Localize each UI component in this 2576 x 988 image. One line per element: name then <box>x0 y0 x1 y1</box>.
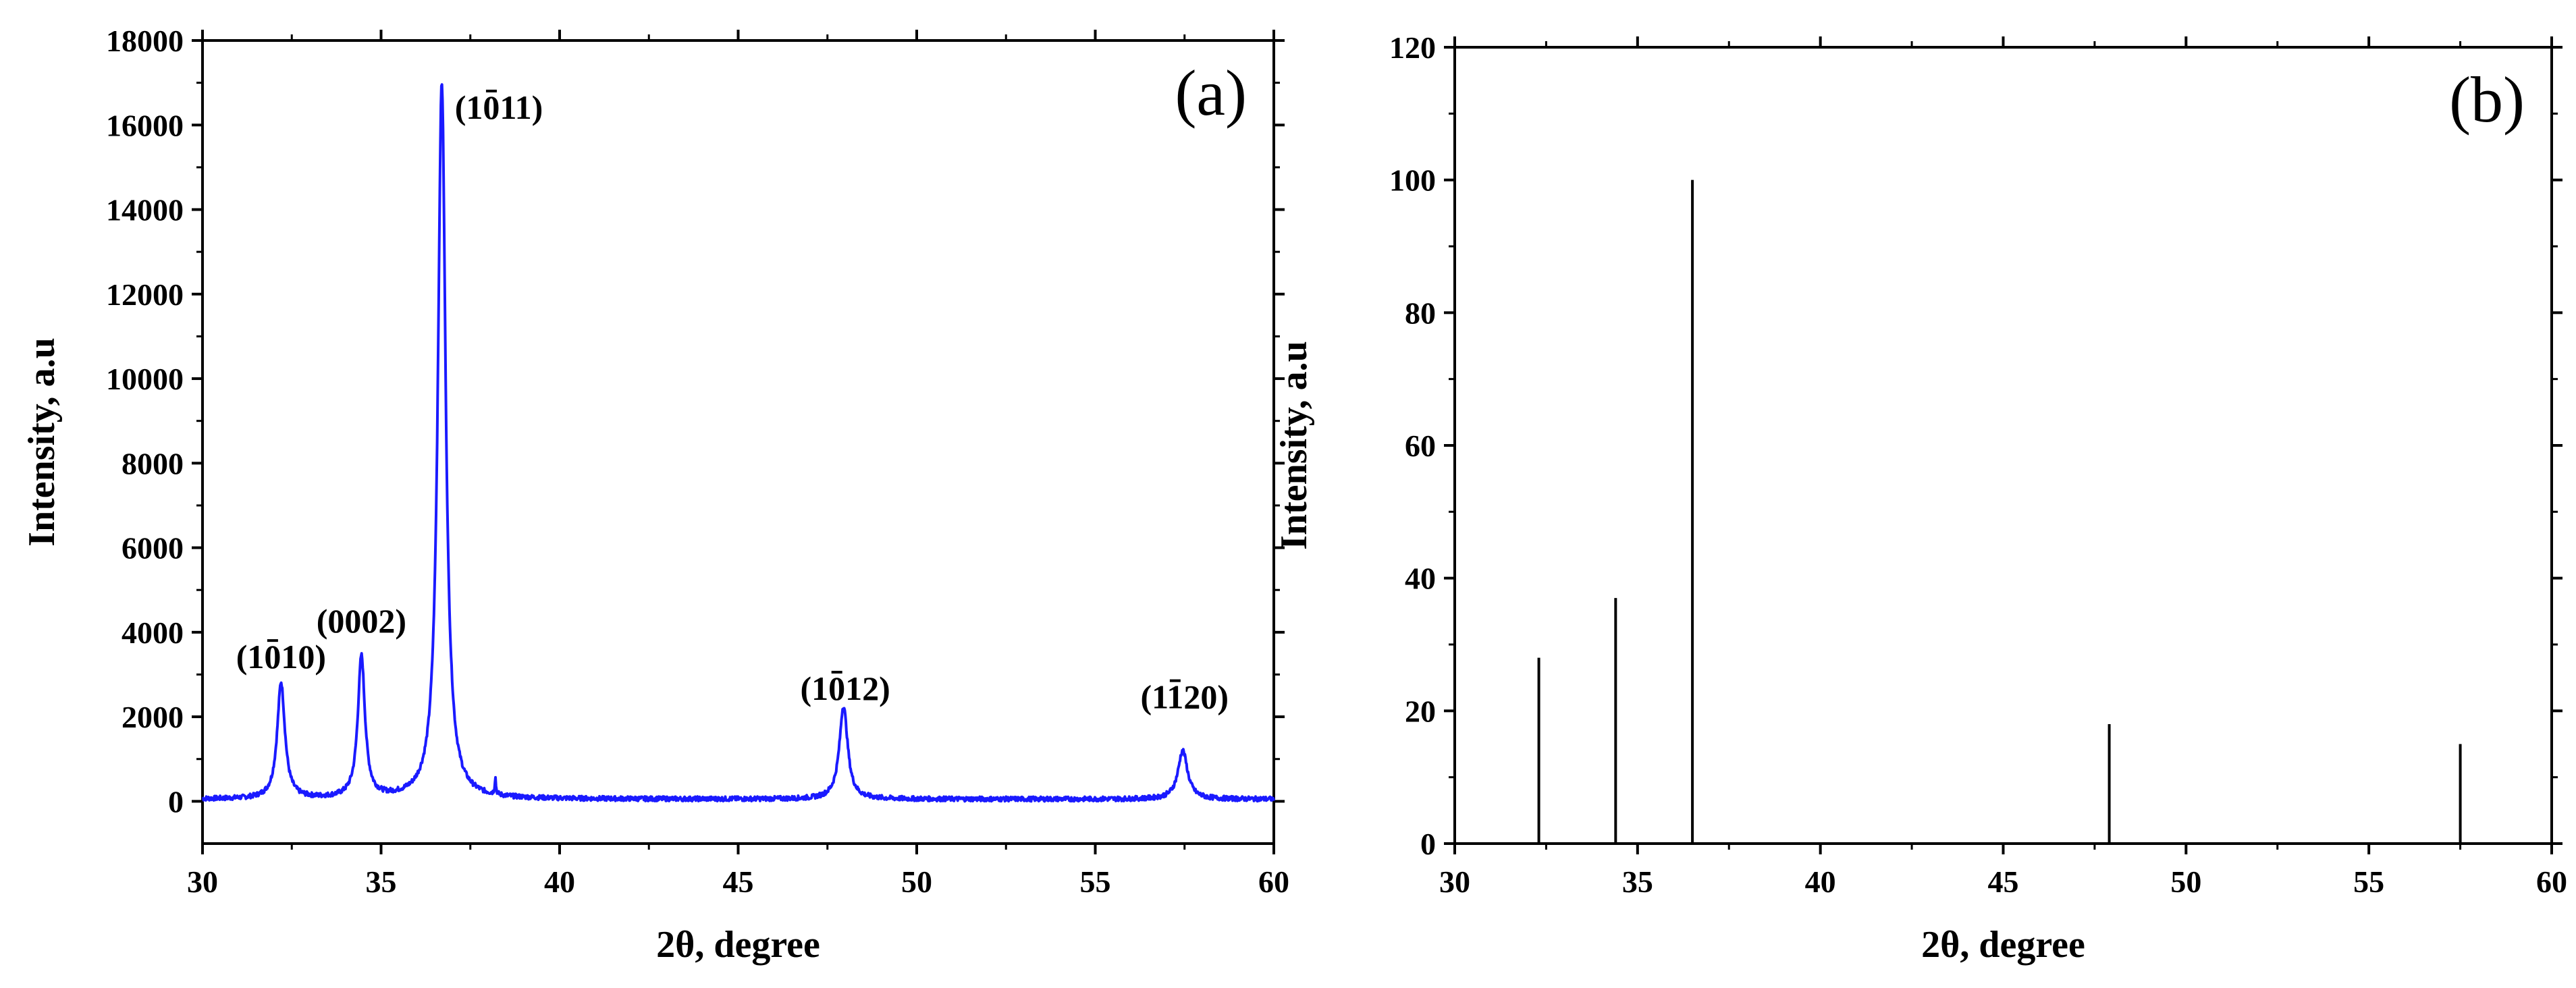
x-tick-label: 60 <box>1258 864 1289 899</box>
x-tick-label: 45 <box>723 864 754 899</box>
y-tick-label: 8000 <box>122 446 184 481</box>
y-tick-label: 14000 <box>106 193 184 227</box>
panel-label: (b) <box>2449 63 2525 136</box>
panel-b-reference-pattern: 30 35 40 45 50 55 60 0 20 40 60 80 100 120 2θ, degree I… <box>1273 30 2567 966</box>
y-tick-label: 10000 <box>106 362 184 396</box>
y-tick-label: 0 <box>1420 827 1436 861</box>
x-tick-label: 55 <box>1080 864 1111 899</box>
y-tick-label: 20 <box>1405 694 1436 728</box>
y-tick-label: 120 <box>1389 30 1436 65</box>
y-tick-label: 0 <box>168 784 184 819</box>
peak-label: (1011) <box>455 88 543 126</box>
plot-frame <box>201 39 1275 845</box>
panel-label: (a) <box>1175 57 1247 129</box>
y-axis-title: Intensity, a.u <box>21 337 63 547</box>
x-tick-label: 40 <box>1805 864 1836 899</box>
x-tick-label: 45 <box>1988 864 2019 899</box>
xrd-intensity-line <box>201 83 1275 803</box>
x-tick-label: 30 <box>187 864 218 899</box>
x-tick-label: 60 <box>2536 864 2567 899</box>
y-tick-label: 100 <box>1389 163 1436 198</box>
y-tick-label: 16000 <box>106 108 184 142</box>
y-tick-label: 2000 <box>122 700 184 734</box>
y-tick-label: 80 <box>1405 296 1436 330</box>
y-tick-label: 4000 <box>122 615 184 650</box>
x-tick-label: 40 <box>544 864 575 899</box>
plot-frame <box>1453 46 2553 845</box>
x-tick-label: 35 <box>366 864 397 899</box>
x-axis-title: 2θ, degree <box>656 924 820 966</box>
x-tick-label: 55 <box>2353 864 2384 899</box>
y-tick-label: 18000 <box>106 24 184 58</box>
x-tick-label: 50 <box>2170 864 2201 899</box>
y-tick-label: 12000 <box>106 277 184 312</box>
y-tick-label: 60 <box>1405 429 1436 463</box>
y-tick-label: 6000 <box>122 531 184 566</box>
panel-a-xrd-pattern: 30 35 40 45 50 55 60 0 2000 4000 6000 8000 10000 1200… <box>21 24 1289 966</box>
y-tick-label: 40 <box>1405 561 1436 596</box>
x-tick-label: 50 <box>901 864 932 899</box>
peak-label: (1120) <box>1140 678 1229 716</box>
y-axis-title: Intensity, a.u <box>1273 341 1315 550</box>
x-axis-title: 2θ, degree <box>1921 924 2085 966</box>
x-tick-label: 35 <box>1622 864 1653 899</box>
peak-label: (1012) <box>801 669 890 707</box>
peak-label: (0002) <box>317 602 406 640</box>
x-tick-label: 30 <box>1439 864 1470 899</box>
peak-label: (1010) <box>236 638 326 676</box>
